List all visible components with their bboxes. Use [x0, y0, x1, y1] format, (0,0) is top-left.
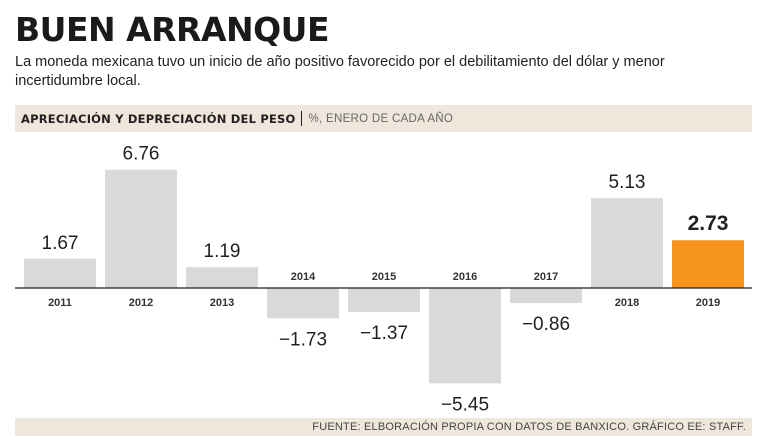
title-separator [301, 111, 303, 126]
bar-2014 [267, 288, 339, 319]
value-label-2018: 5.13 [609, 172, 646, 193]
tick-label-2017: 2017 [534, 271, 558, 283]
tick-label-2013: 2013 [210, 297, 234, 309]
bar-2016 [429, 288, 501, 384]
bar-2012 [105, 169, 177, 288]
tick-label-2011: 2011 [48, 297, 72, 309]
value-label-2011: 1.67 [42, 233, 79, 254]
source-footer: FUENTE: ELBORACIÓN PROPIA CON DATOS DE B… [15, 418, 752, 436]
value-label-2014: −1.73 [279, 329, 327, 350]
value-label-2019: 2.73 [688, 212, 729, 235]
page-title: BUEN ARRANQUE [15, 10, 330, 49]
tick-label-2019: 2019 [696, 297, 720, 309]
chart-title: APRECIACIÓN Y DEPRECIACIÓN DEL PESO [21, 111, 296, 126]
tick-label-2012: 2012 [129, 297, 153, 309]
tick-label-2016: 2016 [453, 271, 477, 283]
bar-2015 [348, 288, 420, 312]
tick-label-2018: 2018 [615, 297, 639, 309]
tick-label-2015: 2015 [372, 271, 396, 283]
chart-unit: %, ENERO DE CADA AÑO [308, 112, 454, 125]
value-label-2015: −1.37 [360, 323, 408, 344]
bar-2017 [510, 288, 582, 304]
bar-2011 [24, 258, 96, 288]
chart-title-band: APRECIACIÓN Y DEPRECIACIÓN DEL PESO %, E… [15, 105, 752, 132]
source-text: FUENTE: ELBORACIÓN PROPIA CON DATOS DE B… [312, 421, 746, 433]
value-label-2017: −0.86 [522, 314, 570, 335]
value-label-2012: 6.76 [123, 144, 160, 165]
bar-2013 [186, 267, 258, 288]
bar-2018 [591, 198, 663, 288]
tick-label-2014: 2014 [291, 271, 316, 283]
chart-subtitle: La moneda mexicana tuvo un inicio de año… [15, 54, 665, 89]
bar-2019 [672, 240, 744, 288]
value-label-2016: −5.45 [441, 394, 489, 415]
value-label-2013: 1.19 [204, 241, 241, 262]
